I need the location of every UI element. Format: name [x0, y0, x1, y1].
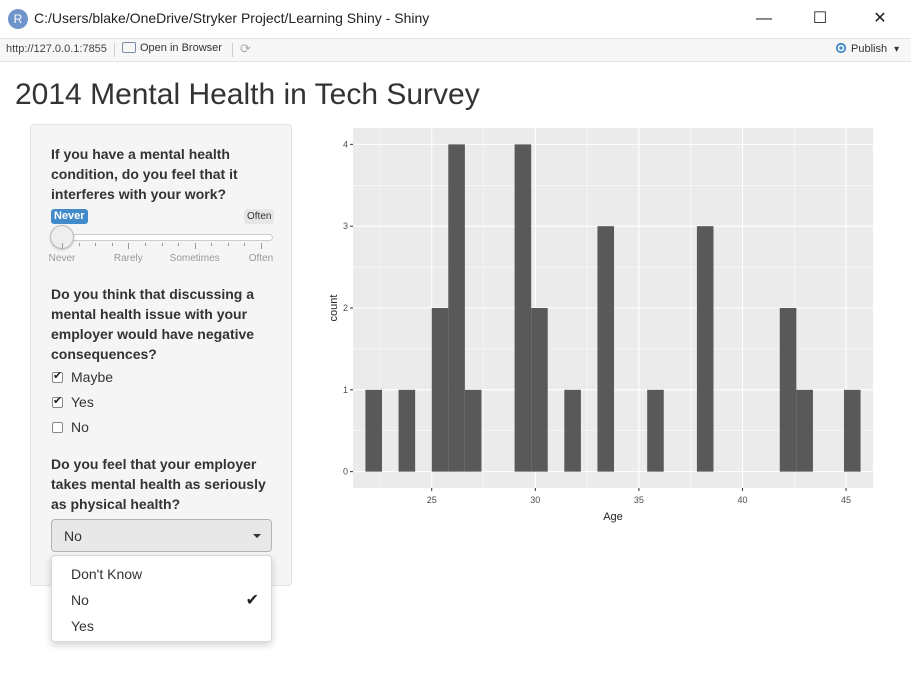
- x-tick-label: 40: [737, 495, 747, 505]
- r-app-icon: R: [8, 9, 28, 29]
- checkbox-label: Maybe: [71, 369, 114, 385]
- toolbar-divider: [232, 43, 233, 57]
- checkbox-maybe[interactable]: ✔ Maybe: [52, 369, 113, 389]
- slider-tick-label: Sometimes: [169, 253, 220, 264]
- page-title: 2014 Mental Health in Tech Survey: [15, 78, 480, 111]
- checkmark-icon: ✔: [245, 592, 259, 609]
- histogram-bar: [531, 308, 548, 472]
- open-in-browser-label: Open in Browser: [140, 42, 222, 54]
- slider-tick: [244, 243, 246, 246]
- slider-tick: [261, 243, 262, 249]
- x-tick-label: 30: [530, 495, 540, 505]
- minimize-button[interactable]: —: [756, 10, 772, 27]
- close-button[interactable]: ✕: [873, 10, 887, 27]
- y-tick-label: 4: [343, 139, 348, 149]
- slider-tick-label: Never: [48, 253, 76, 264]
- checkbox-label: Yes: [71, 394, 94, 410]
- histogram-bar: [464, 389, 482, 472]
- slider-tick: [144, 243, 146, 246]
- seriousness-question: Do you feel that your employer takes men…: [51, 456, 266, 512]
- y-tick-label: 1: [343, 385, 348, 395]
- open-in-browser-button[interactable]: Open in Browser: [122, 42, 222, 54]
- seriousness-select[interactable]: No: [51, 519, 272, 552]
- histogram-bar: [514, 144, 532, 472]
- slider-tick: [178, 243, 180, 246]
- slider-tick: [62, 243, 63, 249]
- x-tick-label: 35: [634, 495, 644, 505]
- checkbox-no[interactable]: No: [52, 419, 89, 439]
- checkbox-box[interactable]: ✔: [52, 370, 63, 383]
- histogram-bar: [647, 389, 664, 472]
- y-tick-label: 3: [343, 221, 348, 231]
- slider-tick: [161, 243, 163, 246]
- slider-tick: [211, 243, 213, 246]
- sidebar-panel: If you have a mental health condition, d…: [30, 124, 292, 586]
- x-axis-label: Age: [603, 511, 623, 523]
- histogram-bar: [448, 144, 465, 472]
- x-tick-label: 25: [427, 495, 437, 505]
- dropdown-option-yes[interactable]: Yes: [71, 618, 94, 634]
- publish-label: Publish: [851, 43, 888, 55]
- histogram-bar: [843, 389, 861, 472]
- histogram-bar: [796, 389, 813, 472]
- toolbar-divider: [114, 43, 115, 57]
- work-interfere-question: If you have a mental health condition, d…: [51, 146, 238, 202]
- slider-tick-label: Rarely: [113, 253, 143, 264]
- refresh-icon[interactable]: ⟳: [240, 41, 251, 56]
- histogram-bar: [597, 226, 615, 472]
- slider-tick: [227, 243, 229, 246]
- window-title-bar: R C:/Users/blake/OneDrive/Stryker Projec…: [0, 0, 911, 38]
- checkbox-yes[interactable]: ✔ Yes: [52, 394, 94, 414]
- url-display: http://127.0.0.1:7855: [6, 43, 107, 55]
- check-icon: ✔: [53, 370, 63, 382]
- histogram-bar: [564, 389, 581, 472]
- slider-max-label: Often: [244, 209, 275, 224]
- check-icon: ✔: [53, 395, 63, 407]
- y-axis-label: count: [328, 295, 340, 322]
- age-histogram: 25 30 35 40 45 0 1 2 3 4 Age count: [328, 128, 873, 523]
- work-interfere-slider-track[interactable]: [55, 234, 273, 241]
- slider-tick: [111, 243, 113, 246]
- histogram-bar: [431, 308, 449, 472]
- histogram-bar: [779, 308, 797, 472]
- slider-tick: [95, 243, 97, 246]
- caret-down-icon: [253, 534, 261, 538]
- publish-button[interactable]: Publish ▾: [834, 42, 899, 55]
- histogram-bar: [365, 389, 383, 472]
- dropdown-option-no[interactable]: No ✔: [71, 592, 259, 609]
- slider-tick: [194, 243, 196, 249]
- x-tick-label: 45: [841, 495, 851, 505]
- window-title: C:/Users/blake/OneDrive/Stryker Project/…: [34, 10, 430, 26]
- slider-tick-label: Often: [248, 253, 274, 264]
- select-value: No: [64, 528, 82, 544]
- publish-icon: [835, 42, 847, 54]
- y-tick-label: 0: [343, 467, 348, 477]
- histogram-bar: [398, 389, 416, 472]
- browser-window-icon: [122, 42, 136, 53]
- checkbox-box[interactable]: [52, 422, 63, 433]
- slider-tick: [78, 243, 80, 246]
- histogram-bar: [696, 226, 714, 472]
- seriousness-dropdown-menu: Don't Know No ✔ Yes: [51, 555, 272, 642]
- slider-current-value: Never: [51, 209, 88, 224]
- viewer-toolbar: http://127.0.0.1:7855 Open in Browser ⟳ …: [0, 38, 911, 62]
- maximize-button[interactable]: ☐: [812, 10, 828, 27]
- checkbox-box[interactable]: ✔: [52, 395, 63, 408]
- publish-dropdown-icon[interactable]: ▾: [894, 44, 900, 55]
- slider-tick: [128, 243, 130, 249]
- checkbox-label: No: [71, 419, 89, 435]
- dropdown-option-dont-know[interactable]: Don't Know: [71, 566, 143, 582]
- consequence-question: Do you think that discussing a mental he…: [51, 286, 255, 362]
- y-tick-label: 2: [343, 303, 348, 313]
